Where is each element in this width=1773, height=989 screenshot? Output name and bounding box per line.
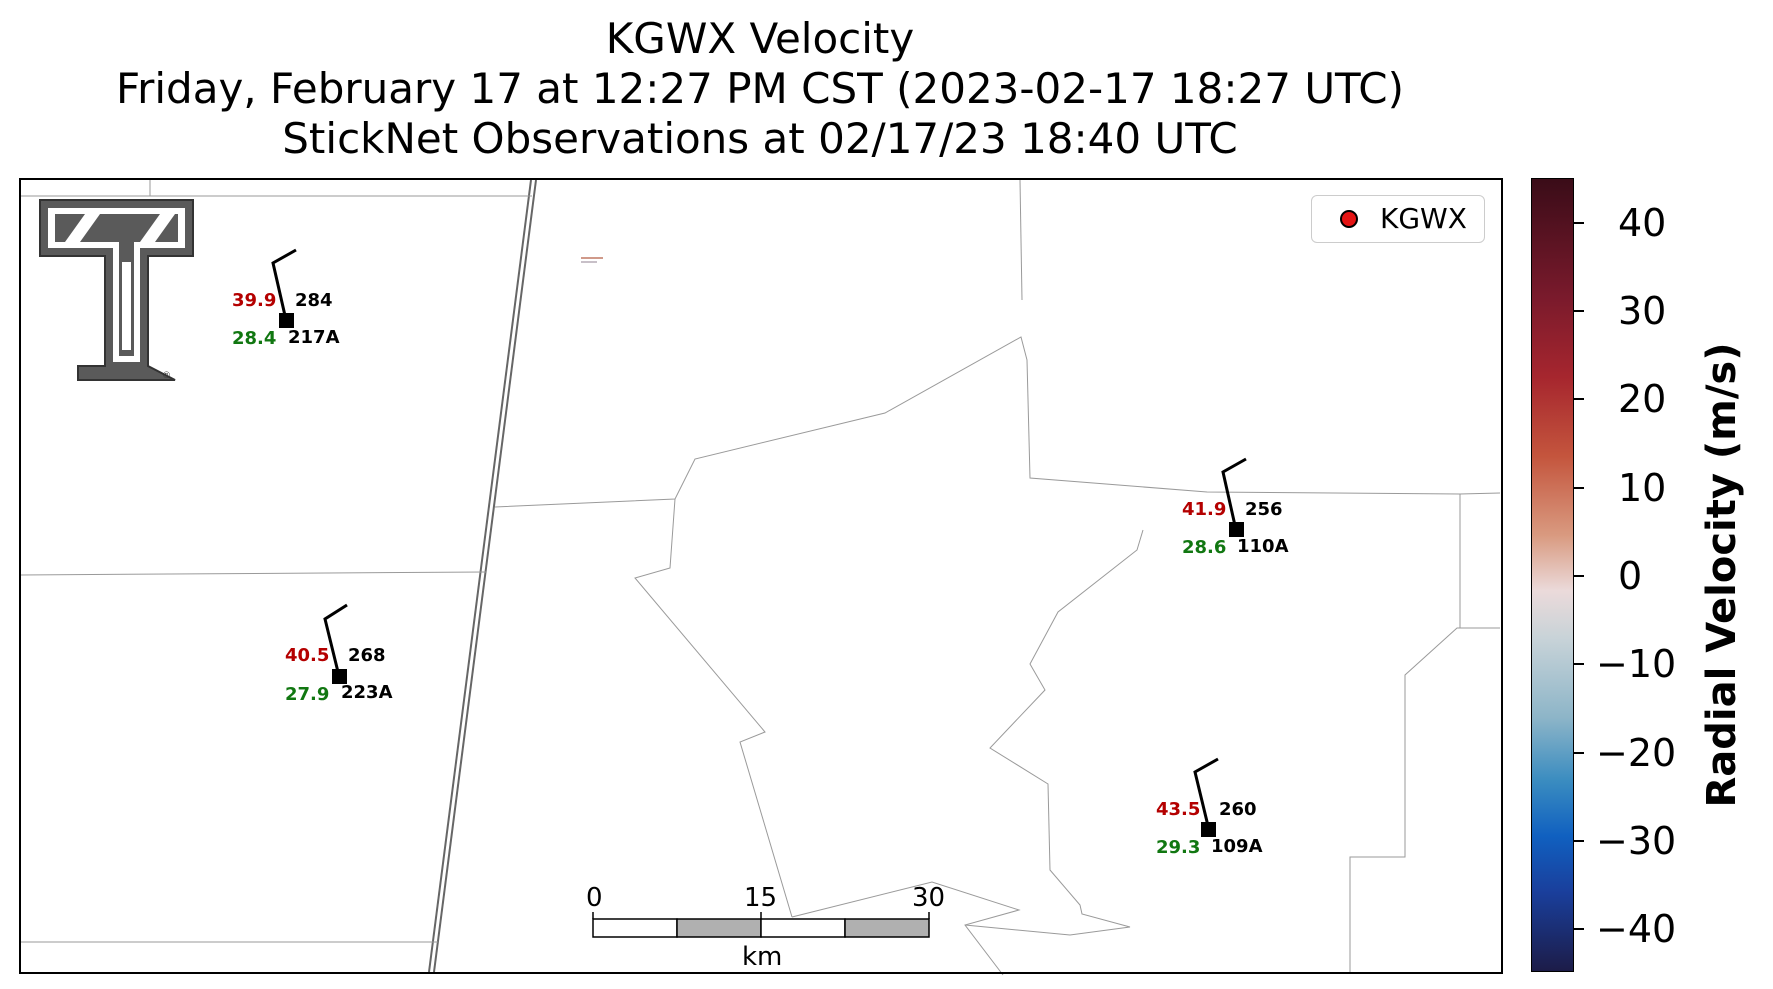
colorbar-tick	[1574, 663, 1584, 665]
station-direction: 284	[295, 290, 333, 311]
station-223A	[323, 603, 348, 684]
station-value-red: 43.5	[1156, 799, 1201, 820]
colorbar-tick-label: −30	[1596, 819, 1677, 863]
station-value-green: 28.6	[1182, 537, 1227, 558]
station-direction: 260	[1219, 799, 1257, 820]
map-frame	[19, 178, 1503, 974]
station-217A	[271, 248, 297, 328]
colorbar-tick	[1574, 487, 1584, 489]
colorbar-tick	[1574, 222, 1584, 224]
wind-barb	[1221, 457, 1247, 531]
wind-barb	[271, 248, 297, 321]
title-line-2: Friday, February 17 at 12:27 PM CST (202…	[116, 64, 1404, 113]
colorbar-tick-label: −20	[1596, 731, 1677, 775]
map-legend: KGWX	[1311, 195, 1485, 243]
svg-text:®: ®	[162, 371, 171, 381]
station-value-red: 41.9	[1182, 499, 1227, 520]
texas-tech-logo: ®	[39, 199, 194, 381]
station-marker	[279, 313, 294, 328]
colorbar-tick	[1574, 310, 1584, 312]
radar-echo	[581, 257, 603, 263]
colorbar-tick-label: 10	[1618, 466, 1667, 510]
colorbar-tick-label: 30	[1618, 289, 1667, 333]
colorbar-tick-label: 20	[1618, 377, 1667, 421]
colorbar-title: Radial Velocity (m/s)	[1699, 342, 1745, 808]
scalebar-unit: km	[742, 942, 783, 972]
scale-bar	[592, 912, 930, 938]
wind-barb	[1193, 757, 1219, 831]
colorbar-tick	[1574, 840, 1584, 842]
radar-site-marker-icon	[1340, 210, 1358, 228]
colorbar-tick	[1574, 575, 1584, 577]
station-id: 223A	[341, 682, 393, 703]
station-direction: 256	[1245, 499, 1283, 520]
station-110A	[1221, 457, 1247, 537]
county-borders	[19, 179, 1501, 976]
scalebar-label-0: 0	[586, 883, 603, 913]
colorbar-tick	[1574, 928, 1584, 930]
station-value-green: 29.3	[1156, 837, 1201, 858]
station-marker	[1229, 522, 1244, 537]
title-line-1: KGWX Velocity	[605, 14, 915, 63]
station-id: 110A	[1237, 536, 1289, 557]
station-109A	[1193, 757, 1219, 837]
figure-title: KGWX Velocity Friday, February 17 at 12:…	[0, 14, 1520, 164]
scalebar-label-30: 30	[912, 883, 946, 913]
station-id: 109A	[1211, 836, 1263, 857]
station-value-red: 40.5	[285, 645, 330, 666]
colorbar-tick-label: −40	[1596, 907, 1677, 951]
colorbar-tick-label: 0	[1618, 554, 1643, 598]
station-marker	[332, 669, 347, 684]
scalebar-label-15: 15	[744, 883, 778, 913]
colorbar-tick	[1574, 398, 1584, 400]
station-id: 217A	[288, 327, 340, 348]
wind-barb	[323, 603, 348, 677]
station-value-red: 39.9	[232, 290, 277, 311]
station-value-green: 27.9	[285, 684, 330, 705]
colorbar-tick-label: 40	[1618, 201, 1667, 245]
title-line-3: StickNet Observations at 02/17/23 18:40 …	[282, 114, 1238, 163]
station-value-green: 28.4	[232, 328, 277, 349]
legend-label: KGWX	[1380, 202, 1467, 235]
colorbar	[1531, 178, 1574, 972]
colorbar-tick-label: −10	[1596, 642, 1677, 686]
station-marker	[1201, 822, 1216, 837]
state-borders	[428, 179, 537, 973]
station-direction: 268	[348, 645, 386, 666]
colorbar-tick	[1574, 752, 1584, 754]
